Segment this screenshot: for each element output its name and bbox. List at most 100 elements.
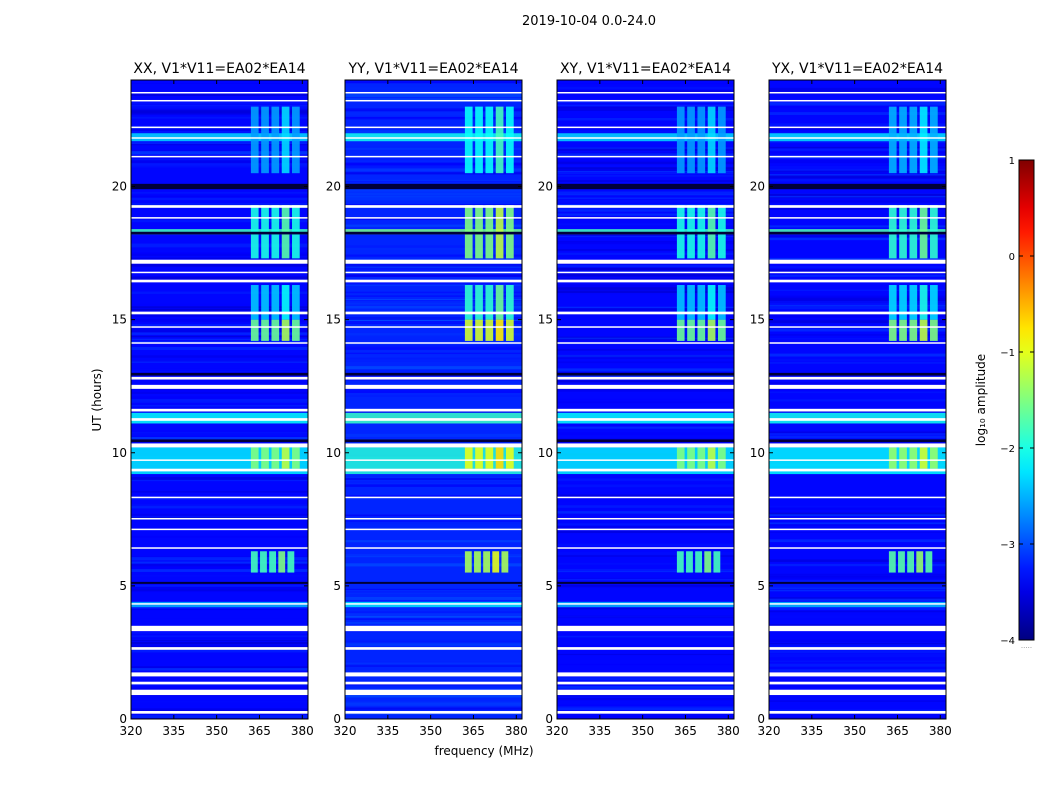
noise-streak (131, 109, 308, 113)
noise-streak (345, 116, 522, 120)
flagged-band (769, 342, 946, 344)
dark-band (131, 231, 308, 235)
dark-band (131, 372, 308, 376)
noise-streak (131, 589, 308, 592)
noise-streak (131, 700, 308, 703)
x-tick-label: 335 (588, 724, 611, 738)
rfi-channel-block (464, 106, 473, 174)
noise-streak (769, 524, 946, 526)
noise-streak (131, 355, 308, 358)
noise-streak (769, 90, 946, 94)
noise-streak (131, 396, 308, 399)
rfi-channel-block (919, 319, 928, 341)
noise-streak (131, 94, 308, 96)
noise-streak (769, 669, 946, 672)
noise-streak (131, 368, 308, 371)
noise-streak (345, 224, 522, 227)
x-tick-label: 380 (291, 724, 314, 738)
noise-streak (131, 516, 308, 519)
flagged-band (769, 271, 946, 274)
rfi-channel-block (899, 285, 907, 320)
rfi-channel-block (261, 285, 269, 320)
rfi-channel-block (464, 319, 473, 341)
rfi-channel-block (271, 319, 280, 341)
noise-streak (345, 389, 522, 394)
y-tick-label: 0 (545, 712, 553, 726)
noise-streak (769, 589, 946, 592)
rfi-channel-block (281, 285, 290, 320)
rfi-channel-block (475, 319, 483, 341)
dark-band (557, 581, 734, 584)
noise-streak (131, 504, 308, 507)
x-tick-label: 320 (334, 724, 357, 738)
rfi-channel-block (687, 447, 695, 469)
colorbar-offset-text: ..... (1021, 642, 1032, 650)
flagged-band (769, 155, 946, 158)
flagged-band (131, 342, 308, 344)
noise-streak (769, 514, 946, 517)
flagged-band (345, 99, 522, 102)
y-tick-label: 10 (538, 446, 553, 460)
rfi-channel-block (930, 319, 938, 341)
noise-streak (345, 269, 522, 272)
noise-streak (769, 174, 946, 176)
flagged-band (557, 217, 734, 219)
flagged-band (131, 517, 308, 520)
noise-streak (557, 159, 734, 161)
noise-streak (345, 234, 522, 238)
noise-streak (131, 645, 308, 649)
flagged-band (769, 384, 946, 389)
noise-streak (557, 241, 734, 245)
noise-streak (131, 335, 308, 338)
noise-streak (557, 268, 734, 272)
rfi-channel-block (909, 319, 918, 341)
noise-streak (345, 374, 522, 378)
rfi-channel-block (271, 106, 280, 174)
rfi-channel-block (261, 447, 269, 469)
noise-streak (557, 130, 734, 133)
flagged-band (131, 418, 308, 421)
noise-streak (345, 321, 522, 323)
noise-streak (131, 165, 308, 168)
flagged-band (557, 311, 734, 315)
rfi-channel-block (888, 319, 897, 341)
flagged-band (769, 126, 946, 129)
noise-streak (345, 495, 522, 498)
noise-streak (769, 204, 946, 206)
noise-streak (769, 199, 946, 203)
noise-streak (557, 101, 734, 103)
noise-streak (557, 481, 734, 484)
rfi-channel-block (707, 319, 716, 341)
noise-streak (345, 166, 522, 168)
noise-streak (345, 162, 522, 166)
noise-streak (345, 302, 522, 305)
colorbar-tick-label: −2 (1000, 444, 1015, 455)
noise-streak (557, 167, 734, 170)
noise-streak (345, 519, 522, 522)
noise-streak (769, 193, 946, 196)
noise-streak (769, 334, 946, 336)
flagged-band (557, 259, 734, 264)
flagged-band (557, 517, 734, 520)
noise-streak (131, 405, 308, 407)
noise-streak (345, 621, 522, 624)
noise-streak (131, 632, 308, 634)
noise-streak (345, 695, 522, 698)
colorbar-tick-label: −3 (1000, 540, 1015, 551)
noise-streak (345, 643, 522, 646)
noise-streak (131, 641, 308, 645)
flagged-band (769, 496, 946, 499)
noise-streak (131, 618, 308, 622)
flagged-band (557, 468, 734, 472)
flagged-band (345, 468, 522, 472)
noise-streak (131, 143, 308, 146)
flagged-band (131, 217, 308, 219)
noise-streak (345, 707, 522, 710)
dark-band (769, 581, 946, 584)
rfi-channel-block (483, 551, 491, 573)
flagged-band (131, 496, 308, 499)
rfi-channel-block (495, 285, 504, 320)
rfi-channel-block (271, 285, 280, 320)
noise-streak (769, 391, 946, 394)
noise-streak (557, 571, 734, 573)
